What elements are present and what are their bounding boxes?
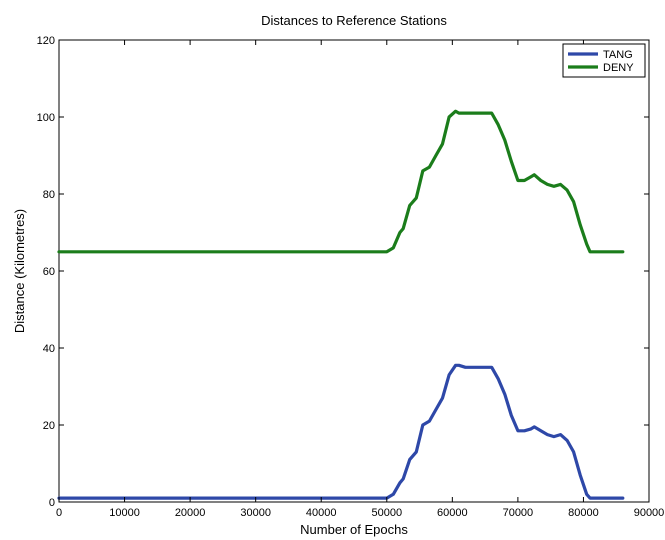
x-axis-label: Number of Epochs	[300, 522, 408, 537]
y-tick-label: 0	[49, 497, 55, 509]
y-tick-label: 40	[43, 343, 55, 355]
series-layer	[57, 109, 625, 500]
x-tick-label: 80000	[568, 507, 599, 519]
x-tick-label: 20000	[175, 507, 206, 519]
x-tick-label: 60000	[437, 507, 468, 519]
x-tick-label: 50000	[371, 507, 402, 519]
series-line-deny	[57, 109, 625, 254]
y-tick-label: 120	[37, 35, 55, 47]
x-tick-label: 10000	[109, 507, 140, 519]
ticks-layer: 0 10000 20000 30000 40000 50000 60000 70000 8000…	[37, 35, 665, 519]
y-tick-label: 80	[43, 189, 55, 201]
x-tick-label: 90000	[634, 507, 665, 519]
y-axis-label: Distance (Kilometres)	[12, 209, 27, 333]
x-tick-label: 0	[56, 507, 62, 519]
plot-frame	[58, 39, 650, 503]
chart-title: Distances to Reference Stations	[261, 13, 447, 28]
plot-border	[58, 39, 650, 503]
x-tick-label: 70000	[503, 507, 534, 519]
y-tick-label: 100	[37, 112, 55, 124]
legend-box	[562, 43, 646, 78]
x-tick-label: 40000	[306, 507, 337, 519]
series-line-tang	[57, 363, 625, 500]
legend-label-tang: TANG	[603, 49, 633, 61]
y-tick-label: 20	[43, 420, 55, 432]
y-tick-label: 60	[43, 266, 55, 278]
x-tick-label: 30000	[240, 507, 271, 519]
legend-label-deny: DENY	[603, 62, 634, 74]
